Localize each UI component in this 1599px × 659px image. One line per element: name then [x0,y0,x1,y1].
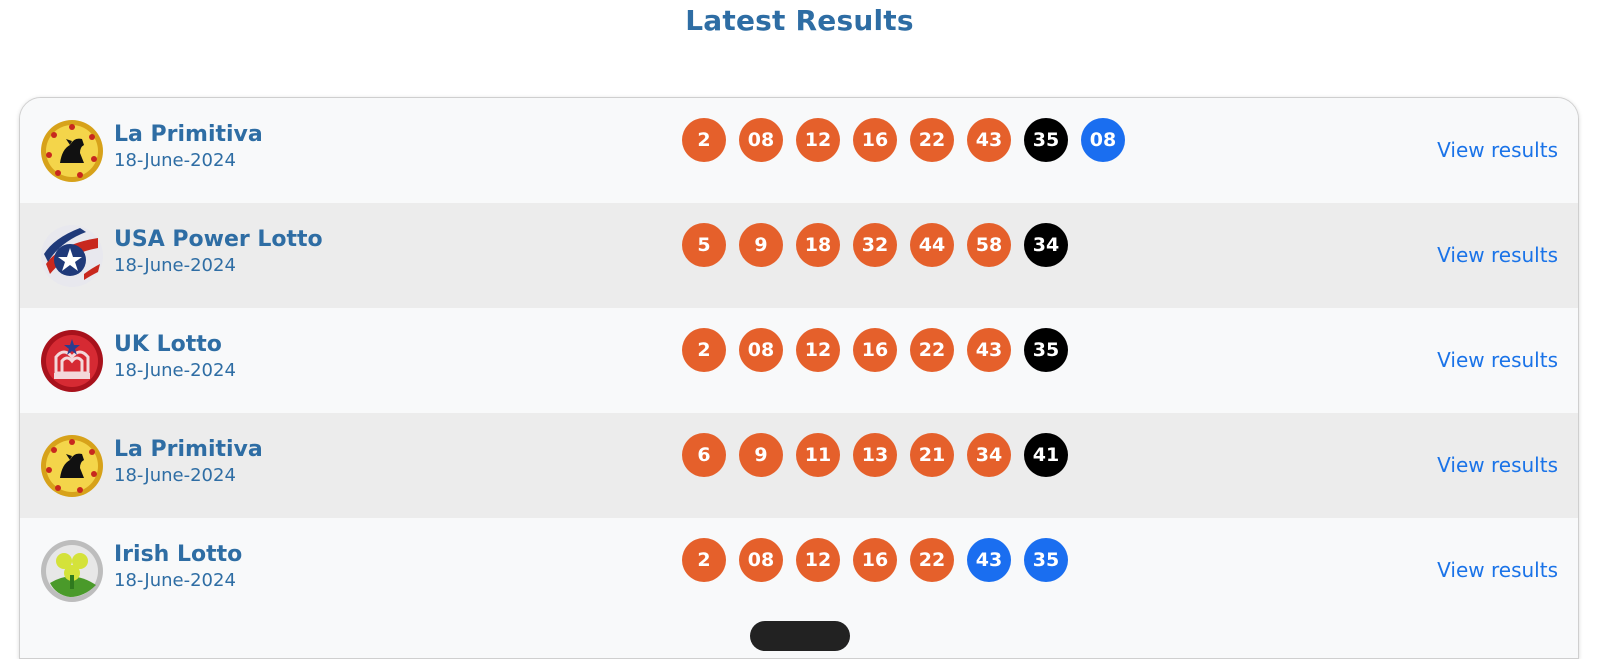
number-ball: 9 [739,433,783,477]
number-ball: 2 [682,538,726,582]
la-primitiva-logo-icon [40,119,104,183]
results-list: La Primitiva 18-June-2024 2 08 12 16 22 43 35 08 V… [19,97,1579,659]
number-ball: 08 [739,328,783,372]
usa-power-lotto-logo-icon [40,224,104,288]
game-text: UK Lotto 18-June-2024 [114,331,236,383]
irish-lotto-logo-icon [40,539,104,603]
number-ball: 21 [910,433,954,477]
view-results-link[interactable]: View results [1437,348,1558,372]
bonus-ball-blue: 08 [1081,118,1125,162]
game-date: 18-June-2024 [114,254,236,276]
number-ball: 16 [853,538,897,582]
view-results-link[interactable]: View results [1437,453,1558,477]
number-ball: 11 [796,433,840,477]
view-results-link[interactable]: View results [1437,558,1558,582]
floating-action-pill[interactable] [750,621,850,651]
game-date: 18-June-2024 [114,569,236,591]
number-ball: 12 [796,328,840,372]
bonus-ball-black: 35 [1024,328,1068,372]
number-ball: 9 [739,223,783,267]
game-text: Irish Lotto 18-June-2024 [114,541,242,593]
result-row: La Primitiva 18-June-2024 6 9 11 13 21 34 41 View… [20,413,1578,518]
game-name: UK Lotto [114,331,222,357]
number-ball: 12 [796,118,840,162]
result-row: USA Power Lotto 18-June-2024 5 9 18 32 44 58 34 V… [20,203,1578,308]
game-text: La Primitiva 18-June-2024 [114,436,263,488]
uk-lotto-logo-icon [40,329,104,393]
number-ball: 22 [910,328,954,372]
drawn-numbers: 6 9 11 13 21 34 41 [682,433,1068,477]
game-name: La Primitiva [114,121,263,147]
number-ball: 32 [853,223,897,267]
number-ball: 18 [796,223,840,267]
number-ball: 08 [739,118,783,162]
drawn-numbers: 2 08 12 16 22 43 35 [682,328,1068,372]
number-ball: 2 [682,328,726,372]
number-ball: 16 [853,328,897,372]
number-ball: 44 [910,223,954,267]
result-row: La Primitiva 18-June-2024 2 08 12 16 22 43 35 08 V… [20,98,1578,203]
game-date: 18-June-2024 [114,464,236,486]
number-ball: 13 [853,433,897,477]
game-name: USA Power Lotto [114,226,323,252]
game-info: La Primitiva 18-June-2024 [40,413,263,518]
game-name: La Primitiva [114,436,263,462]
number-ball: 16 [853,118,897,162]
view-results-link[interactable]: View results [1437,138,1558,162]
bonus-ball-blue: 35 [1024,538,1068,582]
number-ball: 58 [967,223,1011,267]
page-title: Latest Results [685,4,914,37]
number-ball: 22 [910,538,954,582]
drawn-numbers: 2 08 12 16 22 43 35 [682,538,1068,582]
game-info: La Primitiva 18-June-2024 [40,98,263,203]
game-date: 18-June-2024 [114,149,236,171]
number-ball: 43 [967,328,1011,372]
result-row: UK Lotto 18-June-2024 2 08 12 16 22 43 35 View re… [20,308,1578,413]
number-ball: 12 [796,538,840,582]
number-ball: 6 [682,433,726,477]
number-ball: 08 [739,538,783,582]
game-info: USA Power Lotto 18-June-2024 [40,203,323,308]
bonus-ball-black: 35 [1024,118,1068,162]
number-ball: 22 [910,118,954,162]
game-name: Irish Lotto [114,541,243,567]
drawn-numbers: 2 08 12 16 22 43 35 08 [682,118,1125,162]
number-ball: 5 [682,223,726,267]
bonus-ball-black: 41 [1024,433,1068,477]
result-row: Irish Lotto 18-June-2024 2 08 12 16 22 43 35 View… [20,518,1578,623]
number-ball: 43 [967,118,1011,162]
view-results-link[interactable]: View results [1437,243,1558,267]
game-text: La Primitiva 18-June-2024 [114,121,263,173]
game-text: USA Power Lotto 18-June-2024 [114,226,323,278]
bonus-ball-blue: 43 [967,538,1011,582]
drawn-numbers: 5 9 18 32 44 58 34 [682,223,1068,267]
game-info: Irish Lotto 18-June-2024 [40,518,242,623]
number-ball: 2 [682,118,726,162]
game-info: UK Lotto 18-June-2024 [40,308,236,413]
bonus-ball-black: 34 [1024,223,1068,267]
game-date: 18-June-2024 [114,359,236,381]
number-ball: 34 [967,433,1011,477]
la-primitiva-logo-icon [40,434,104,498]
